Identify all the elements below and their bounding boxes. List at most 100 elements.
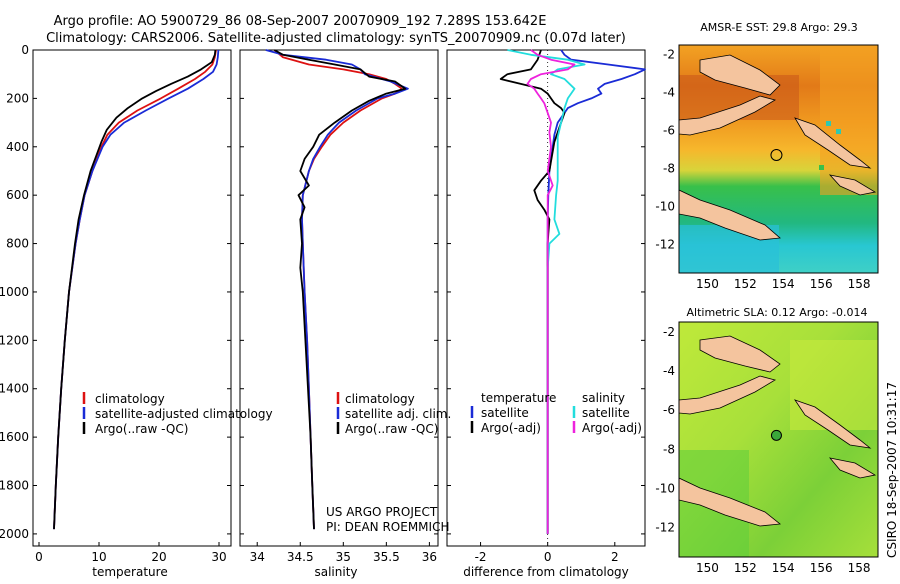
temperature-xlabel: temperature [92, 565, 167, 579]
map-x-tick-label: 156 [810, 561, 833, 575]
map-y-tick-label: -8 [663, 162, 675, 176]
map-y-tick-label: -10 [655, 481, 675, 495]
salinity-axes [239, 49, 439, 547]
map-y-tick-label: -10 [655, 200, 675, 214]
x-tick-label: 20 [151, 550, 166, 564]
y-tick-label: 600 [6, 188, 29, 202]
cool-pixel [819, 165, 824, 170]
series-line-salinity-argo-adj- [526, 49, 576, 534]
csiro-timestamp: CSIRO 18-Sep-2007 10:31:17 [885, 382, 899, 558]
x-tick-label: 35 [336, 550, 351, 564]
legend-label-sal-argo: Argo(-adj) [582, 421, 642, 435]
legend-label-climatology: climatology [95, 392, 165, 406]
land-bougainville [794, 399, 872, 449]
map-x-tick-label: 158 [848, 561, 871, 575]
y-tick-label: 1400 [0, 382, 29, 396]
x-tick-label: 36 [422, 550, 437, 564]
difference-legend: temperature satellite Argo(-adj) salinit… [470, 391, 642, 435]
map-x-tick-label: 154 [772, 277, 795, 291]
series-line-argo-raw-qc- [273, 49, 407, 530]
y-tick-label: 200 [6, 91, 29, 105]
map-x-tick-label: 152 [734, 561, 757, 575]
sst-map-image [679, 45, 878, 273]
x-tick-label: 35.5 [373, 550, 400, 564]
series-line-argo-raw-qc- [53, 49, 217, 530]
high-sla-patch [790, 340, 878, 430]
map-y-tick-label: -2 [663, 325, 675, 339]
figure-title-line2: Climatology: CARS2006. Satellite-adjuste… [46, 31, 626, 46]
y-tick-label: 2000 [0, 527, 29, 541]
land-png-mainland [679, 189, 781, 241]
map-y-tick-label: -4 [663, 86, 675, 100]
map-x-tick-label: 150 [696, 561, 719, 575]
x-tick-label: 34.5 [287, 550, 314, 564]
land-new-britain [679, 375, 777, 415]
temperature-legend: climatology satellite-adjusted climatolo… [82, 392, 273, 436]
x-tick-label: 30 [211, 550, 226, 564]
x-tick-label: 34 [250, 550, 265, 564]
land-new-britain [679, 95, 777, 136]
x-tick-label: 10 [91, 550, 106, 564]
project-credit: US ARGO PROJECT [326, 505, 438, 519]
series-line-salinity-satellite [507, 49, 586, 534]
legend-heading-salinity: salinity [582, 391, 625, 405]
y-tick-label: 1000 [0, 285, 29, 299]
map-x-tick-label: 156 [810, 277, 833, 291]
land-new-ireland [699, 335, 781, 373]
cool-pixel [836, 129, 841, 134]
pi-credit: PI: DEAN ROEMMICH [326, 520, 449, 534]
salinity-legend: climatology satellite adj. clim. Argo(..… [336, 392, 451, 436]
land-png-mainland [679, 477, 782, 527]
series-line-temperature-argo-adj- [499, 49, 566, 534]
sla-map-frame [678, 321, 879, 558]
series-line-climatology [53, 49, 217, 530]
y-tick-label: 1800 [0, 479, 29, 493]
legend-label-temp-satellite: satellite [481, 406, 529, 420]
salinity-xlabel: salinity [314, 565, 357, 579]
warm-patch-east [820, 45, 878, 195]
difference-axes [446, 49, 646, 547]
land-bougainville [794, 117, 872, 169]
legend-label-temp-argo: Argo(-adj) [481, 421, 541, 435]
legend-label-satellite: satellite-adjusted climatology [95, 407, 273, 421]
series-line-climatology [273, 49, 403, 530]
map-x-tick-label: 150 [696, 277, 719, 291]
map-y-tick-label: -4 [663, 364, 675, 378]
argo-location-marker [770, 429, 782, 441]
legend-heading-temperature: temperature [481, 391, 556, 405]
sst-map-title: AMSR-E SST: 29.8 Argo: 29.3 [700, 21, 858, 34]
y-tick-label: 0 [21, 43, 29, 57]
map-y-tick-label: -2 [663, 48, 675, 62]
map-x-tick-label: 152 [734, 277, 757, 291]
temperature-axes [32, 49, 232, 547]
x-tick-label: 2 [611, 550, 619, 564]
legend-label-argo: Argo(..raw -QC) [345, 422, 438, 436]
sla-map-image [679, 322, 878, 557]
figure-title-line1: Argo profile: AO 5900729_86 08-Sep-2007 … [54, 14, 547, 29]
map-x-tick-label: 158 [848, 277, 871, 291]
map-y-tick-label: -8 [663, 442, 675, 456]
difference-xlabel: difference from climatology [463, 565, 629, 579]
series-line-satellite-adjusted-climatology [53, 49, 220, 530]
sst-map-frame [678, 44, 879, 274]
map-x-tick-label: 154 [772, 561, 795, 575]
legend-label-argo: Argo(..raw -QC) [95, 422, 188, 436]
argo-location-marker [770, 148, 783, 161]
map-y-tick-label: -6 [663, 124, 675, 138]
legend-label-climatology: climatology [345, 392, 415, 406]
map-y-tick-label: -12 [655, 238, 675, 252]
series-line-temperature-satellite [546, 49, 646, 534]
sla-map-title: Altimetric SLA: 0.12 Argo: -0.014 [687, 306, 868, 319]
x-tick-label: 0 [35, 550, 43, 564]
map-y-tick-label: -12 [655, 521, 675, 535]
x-tick-label: 0 [544, 550, 552, 564]
legend-label-satellite: satellite adj. clim. [345, 407, 451, 421]
land-new-ireland [699, 54, 781, 96]
land-solomons [828, 174, 877, 196]
y-tick-label: 400 [6, 140, 29, 154]
y-tick-label: 800 [6, 237, 29, 251]
land-solomons [828, 457, 877, 479]
y-tick-label: 1200 [0, 333, 29, 347]
